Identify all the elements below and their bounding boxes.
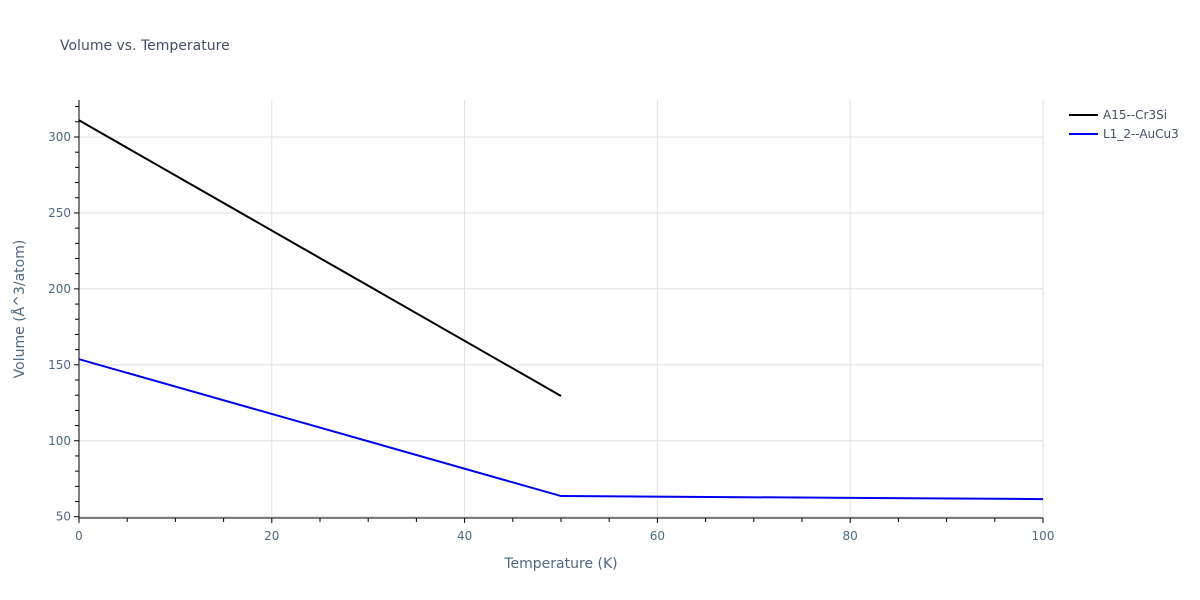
x-tick-label: 80 [843, 529, 858, 543]
plot-area [78, 119, 1044, 501]
legend-item[interactable]: L1_2--AuCu3 [1069, 127, 1179, 141]
x-tick-label: 100 [1032, 529, 1055, 543]
y-tick-label: 50 [56, 510, 71, 524]
gridlines [79, 100, 1044, 518]
series-line-a15-cr3si[interactable] [78, 119, 562, 397]
chart-title: Volume vs. Temperature [60, 38, 230, 54]
x-tick-label: 0 [75, 529, 83, 543]
y-tick-label: 150 [48, 358, 71, 372]
y-tick-label: 200 [48, 282, 71, 296]
y-tick-label: 300 [48, 130, 71, 144]
x-tick-label: 40 [457, 529, 472, 543]
series-line-l1-2-aucu3[interactable] [78, 358, 1044, 501]
legend-label: L1_2--AuCu3 [1103, 127, 1179, 141]
x-axis-title: Temperature (K) [503, 556, 617, 572]
y-tick-label: 250 [48, 206, 71, 220]
x-tick-label: 60 [650, 529, 665, 543]
axes: 0 20 40 60 80 100 50 100 150 200 250 300 [48, 100, 1054, 543]
legend-item[interactable]: A15--Cr3Si [1069, 108, 1167, 122]
y-axis-title: Volume (Å^3/atom) [11, 240, 28, 379]
legend-label: A15--Cr3Si [1103, 108, 1167, 122]
x-tick-label: 20 [264, 529, 279, 543]
legend: A15--Cr3Si L1_2--AuCu3 [1069, 108, 1179, 141]
y-tick-label: 100 [48, 434, 71, 448]
